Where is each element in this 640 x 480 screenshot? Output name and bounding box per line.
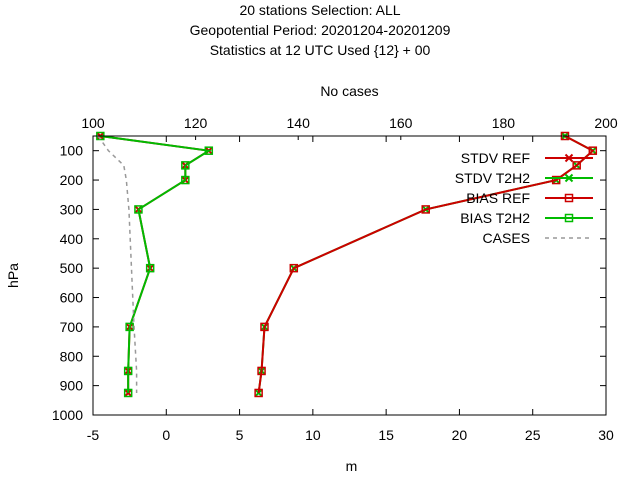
data-point-square-marker (181, 175, 190, 185)
data-point-square-marker (551, 175, 561, 185)
x-tick-label: 5 (236, 427, 244, 443)
y-axis-label: hPa (5, 263, 21, 288)
data-point-x-marker (564, 153, 574, 163)
data-point-square-marker (564, 213, 574, 223)
x2-tick-label: 140 (287, 115, 311, 131)
series-cases (97, 135, 138, 393)
data-point-square-marker (123, 366, 133, 376)
data-point-square-marker (145, 263, 155, 273)
x-tick-label: 30 (598, 427, 614, 443)
y-tick-label: 300 (60, 201, 84, 217)
legend-label: BIAS REF (466, 190, 530, 206)
chart-title-line-1: 20 stations Selection: ALL (239, 2, 401, 18)
legend-label: BIAS T2H2 (460, 210, 530, 226)
x-tick-label: 20 (452, 427, 468, 443)
series-stdv-t2h2 (254, 131, 598, 398)
legend-label: STDV REF (461, 150, 530, 166)
series-bias-ref (254, 131, 598, 398)
data-point-square-marker (421, 205, 430, 214)
data-point-square-marker (260, 322, 269, 332)
data-point-square-marker (181, 161, 190, 170)
legend: STDV REF STDV T2H2 BIAS REF BIAS T2H2 CASES (455, 150, 593, 246)
data-point-x-marker (254, 388, 263, 398)
x-tick-label: 15 (378, 427, 394, 443)
data-point-square-marker (254, 388, 263, 398)
axis-labels: -5 0 5 10 15 20 25 30 100 120 140 160 180 200 100 200 30… (52, 115, 618, 443)
y-tick-label: 1000 (52, 407, 83, 423)
data-point-square-marker (257, 366, 266, 376)
y-tick-label: 800 (60, 348, 84, 364)
data-point-x-marker (564, 173, 574, 183)
x-tick-label: 0 (162, 427, 170, 443)
x2-tick-label: 100 (81, 115, 105, 131)
series-line (257, 135, 595, 394)
series-bias-t2h2 (96, 131, 214, 398)
y-tick-label: 100 (60, 143, 84, 159)
data-point-square-marker (123, 388, 133, 398)
y-tick-label: 900 (60, 378, 84, 394)
x-tick-label: 25 (525, 427, 541, 443)
series-stdv-ref (96, 131, 213, 398)
x-tick-label: -5 (87, 427, 100, 443)
plot-frame (92, 135, 607, 416)
data-point-square-marker (125, 322, 134, 332)
series-layer (96, 131, 598, 398)
y-tick-label: 700 (60, 319, 84, 335)
data-point-square-marker (564, 193, 574, 203)
data-point-square-marker (204, 146, 214, 155)
y-tick-label: 500 (60, 260, 84, 276)
y-tick-label: 400 (60, 231, 84, 247)
x-axis-label: m (346, 458, 358, 474)
y-tick-label: 600 (60, 290, 84, 306)
x2-tick-label: 160 (389, 115, 413, 131)
x2-tick-label: 180 (492, 115, 516, 131)
chart-title-line-3: Statistics at 12 UTC Used {12} + 00 (209, 42, 431, 58)
series-line (97, 135, 138, 393)
x2-tick-label: 200 (594, 115, 618, 131)
x2-tick-label: 120 (184, 115, 208, 131)
legend-label: CASES (483, 230, 530, 246)
series-line (100, 135, 212, 393)
series-line (100, 135, 212, 393)
chart-title-line-2: Geopotential Period: 20201204-20201209 (189, 22, 451, 38)
x-tick-label: 10 (305, 427, 321, 443)
data-point-x-marker (123, 388, 133, 398)
data-point-square-marker (572, 161, 581, 170)
series-line (257, 135, 595, 394)
x2-axis-label: No cases (320, 83, 378, 99)
y-tick-label: 200 (60, 172, 84, 188)
legend-label: STDV T2H2 (455, 170, 530, 186)
data-point-square-marker (134, 205, 143, 214)
data-point-square-marker (588, 146, 598, 155)
data-point-square-marker (289, 263, 299, 273)
